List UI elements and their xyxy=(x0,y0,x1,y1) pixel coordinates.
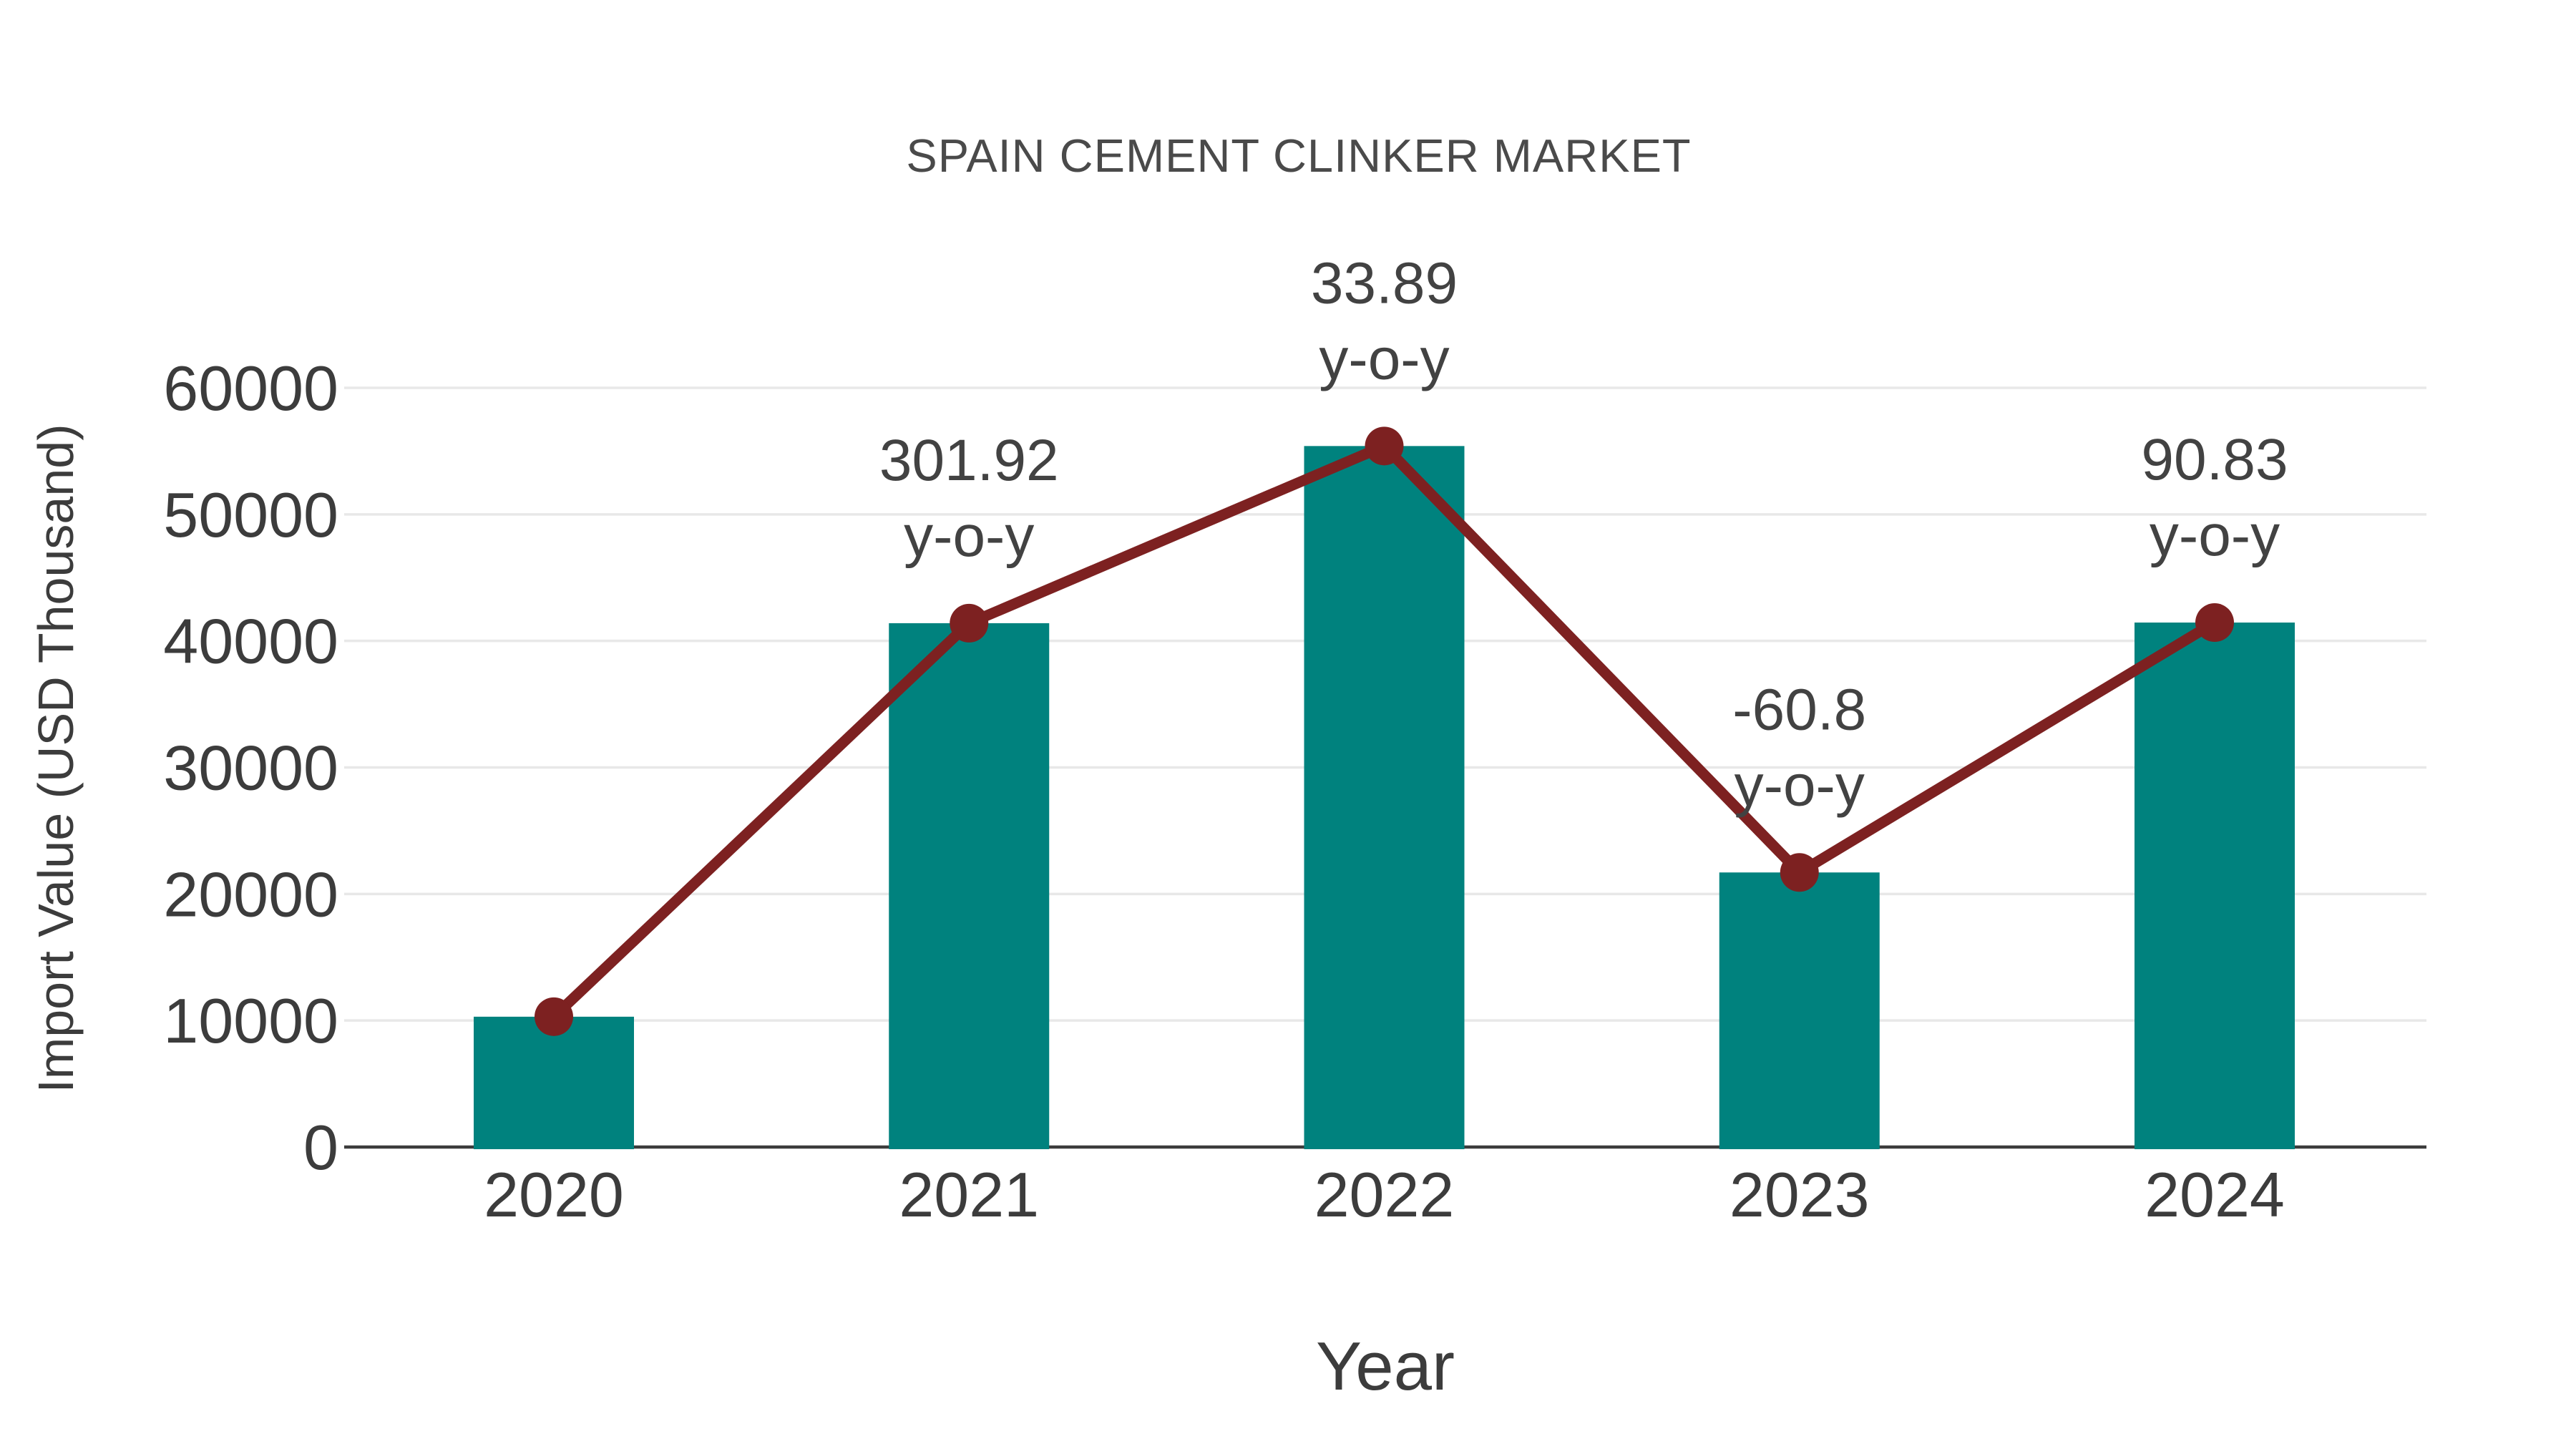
y-tick-label-20000: 20000 xyxy=(163,859,338,930)
x-tick-label-2023: 2023 xyxy=(1729,1159,1870,1230)
x-axis-title: Year xyxy=(1316,1328,1455,1405)
bar-series xyxy=(474,446,2295,1149)
yoy-suffix-label-2021: y-o-y xyxy=(904,504,1034,569)
y-axis-title: Import Value (USD Thousand) xyxy=(28,424,84,1093)
x-axis-tick-labels: 2020 2021 2022 2023 2024 xyxy=(484,1159,2285,1230)
yoy-suffix-label-2022: y-o-y xyxy=(1319,326,1449,391)
bar-2022 xyxy=(1304,446,1465,1149)
bar-2023 xyxy=(1719,872,1880,1149)
bar-2021 xyxy=(889,623,1050,1149)
x-tick-label-2021: 2021 xyxy=(899,1159,1039,1230)
x-tick-label-2024: 2024 xyxy=(2145,1159,2285,1230)
line-marker-2021 xyxy=(950,603,989,643)
y-tick-label-40000: 40000 xyxy=(163,606,338,677)
y-axis-tick-labels: 0 10000 20000 30000 40000 50000 60000 xyxy=(163,353,338,1183)
bar-2020 xyxy=(474,1016,634,1149)
x-tick-label-2020: 2020 xyxy=(484,1159,624,1230)
line-marker-2024 xyxy=(2195,603,2234,643)
x-tick-label-2022: 2022 xyxy=(1314,1159,1455,1230)
chart-title: SPAIN CEMENT CLINKER MARKET xyxy=(906,130,1691,182)
line-marker-2022 xyxy=(1365,426,1404,466)
line-marker-2023 xyxy=(1780,853,1819,892)
yoy-suffix-label-2023: y-o-y xyxy=(1735,753,1865,818)
y-tick-label-50000: 50000 xyxy=(163,479,338,550)
yoy-line-series xyxy=(535,426,2234,1036)
yoy-value-label-2023: -60.8 xyxy=(1732,677,1866,742)
line-marker-2020 xyxy=(535,997,573,1036)
yoy-suffix-label-2024: y-o-y xyxy=(2150,503,2280,568)
yoy-annotations: 301.92 y-o-y 33.89 y-o-y -60.8 y-o-y 90.83 y-o-… xyxy=(879,250,2288,818)
y-tick-label-30000: 30000 xyxy=(163,733,338,804)
bar-2024 xyxy=(2135,623,2295,1149)
y-tick-label-0: 0 xyxy=(303,1112,338,1183)
yoy-value-label-2021: 301.92 xyxy=(879,428,1059,493)
yoy-value-label-2024: 90.83 xyxy=(2141,427,2288,492)
y-tick-label-10000: 10000 xyxy=(163,985,338,1056)
y-tick-label-60000: 60000 xyxy=(163,353,338,424)
yoy-value-label-2022: 33.89 xyxy=(1311,250,1458,316)
